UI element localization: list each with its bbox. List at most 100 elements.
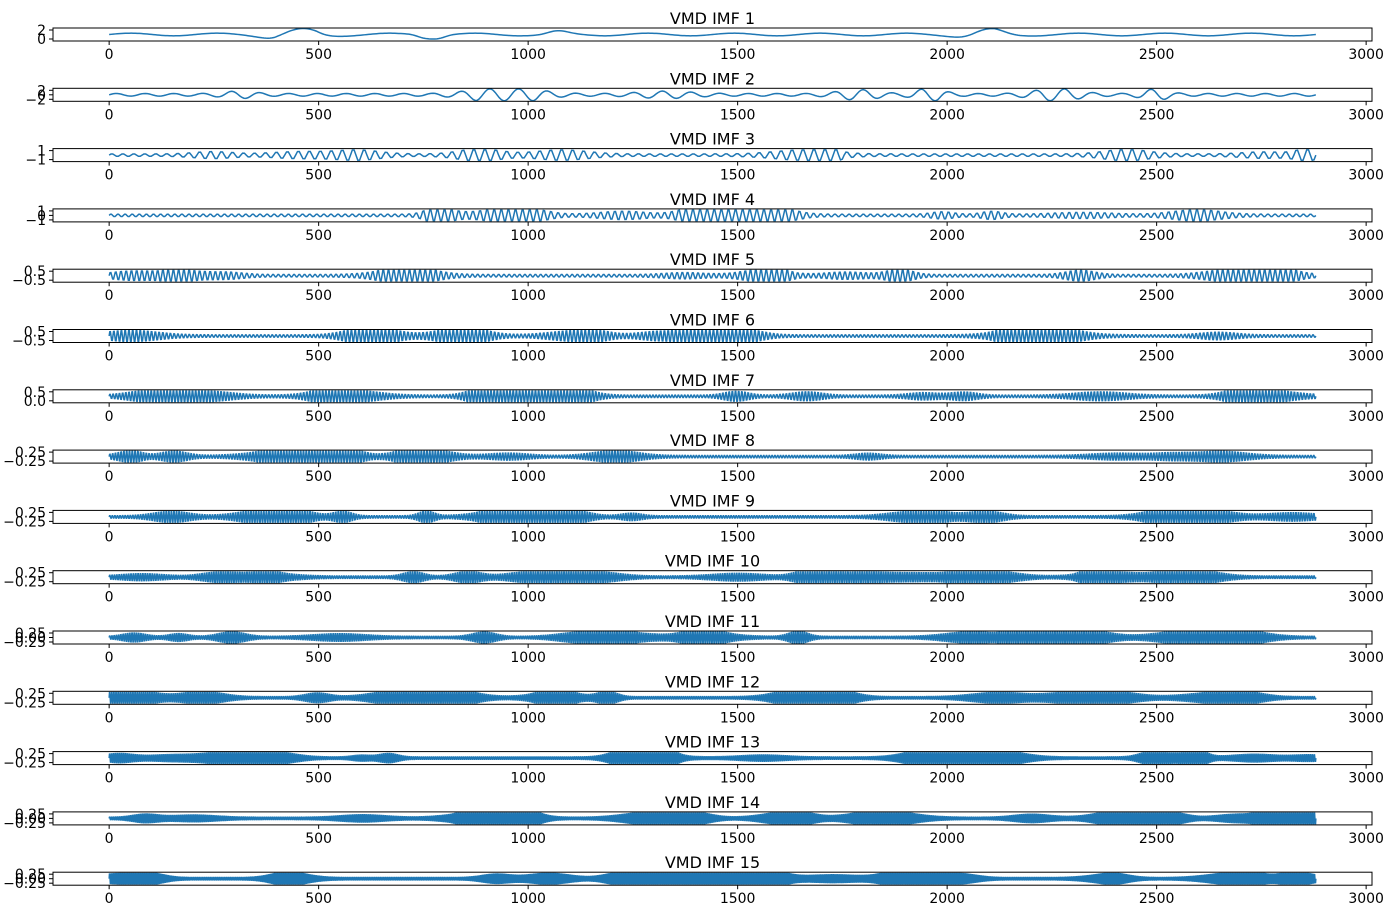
x-tick-label: 500	[305, 650, 332, 666]
x-tick-label: 1000	[510, 349, 546, 365]
imf-panel-14: VMD IMF 14 0 500 1000 1500 2000 2500 3000 0.250.…	[3, 793, 1384, 847]
x-tick-label: 2500	[1139, 469, 1175, 485]
axes-frame	[52, 570, 1373, 585]
y-tick-label: 0	[37, 88, 46, 104]
x-tick-label: 0	[105, 47, 114, 63]
y-tick-label: 0.25	[15, 445, 46, 461]
imf-signal-line	[108, 751, 1317, 765]
x-tick-label: 1000	[510, 590, 546, 606]
panel-title: VMD IMF 6	[670, 311, 755, 330]
imf-signal-line	[108, 510, 1317, 523]
y-tick-label: −0.25	[3, 816, 46, 832]
x-tick-label: 500	[305, 469, 332, 485]
x-tick-label: 1000	[510, 831, 546, 847]
axes-frame	[52, 449, 1373, 464]
panel-title: VMD IMF 1	[670, 9, 755, 28]
imf-panel-12: VMD IMF 12 0 500 1000 1500 2000 2500 3000 0.25−0…	[3, 672, 1384, 726]
y-tick-label: 0.25	[15, 867, 46, 883]
x-tick-label: 0	[105, 891, 114, 907]
imf-panel-5: VMD IMF 5 0 500 1000 1500 2000 2500 3000 0.5−0.5	[12, 250, 1384, 304]
imf-panel-3: VMD IMF 3 0 500 1000 1500 2000 2500 3000 1−1	[25, 130, 1384, 184]
x-tick-label: 2500	[1139, 168, 1175, 184]
x-tick-label: 2000	[929, 168, 965, 184]
x-tick-label: 2000	[929, 529, 965, 545]
x-tick-label: 0	[105, 288, 114, 304]
x-tick-label: 3000	[1348, 47, 1384, 63]
x-tick-label: 1000	[510, 710, 546, 726]
y-tick-label: 0.25	[15, 686, 46, 702]
axes-frame	[52, 389, 1373, 404]
y-tick-label: −0.25	[3, 635, 46, 651]
x-tick-label: 500	[305, 47, 332, 63]
x-tick-label: 1500	[720, 107, 756, 123]
x-tick-label: 1000	[510, 228, 546, 244]
panel-title: VMD IMF 13	[665, 733, 760, 752]
x-tick-label: 2500	[1139, 771, 1175, 787]
x-tick-label: 1500	[720, 891, 756, 907]
x-tick-label: 0	[105, 469, 114, 485]
imf-signal-line	[108, 812, 1317, 825]
x-tick-label: 1500	[720, 590, 756, 606]
x-tick-label: 3000	[1348, 168, 1384, 184]
x-tick-label: 1000	[510, 771, 546, 787]
x-tick-label: 3000	[1348, 650, 1384, 666]
x-tick-label: 0	[105, 590, 114, 606]
x-tick-label: 0	[105, 349, 114, 365]
y-tick-label: 0.00	[15, 872, 46, 888]
imf-panel-13: VMD IMF 13 0 500 1000 1500 2000 2500 3000 0.25−0…	[3, 733, 1384, 787]
x-tick-label: 500	[305, 409, 332, 425]
x-tick-label: 0	[105, 771, 114, 787]
x-tick-label: 2500	[1139, 107, 1175, 123]
y-tick-label: −0.25	[3, 514, 46, 530]
x-tick-label: 1500	[720, 710, 756, 726]
x-tick-label: 500	[305, 590, 332, 606]
imf-signal-line	[108, 209, 1317, 222]
x-tick-label: 0	[105, 710, 114, 726]
axes-frame	[52, 148, 1373, 163]
x-tick-label: 2500	[1139, 409, 1175, 425]
y-tick-label: −0.5	[12, 334, 46, 350]
x-tick-label: 0	[105, 228, 114, 244]
panel-title: VMD IMF 14	[665, 793, 760, 812]
x-tick-label: 1500	[720, 409, 756, 425]
panel-title: VMD IMF 2	[670, 69, 755, 88]
y-tick-label: 0.5	[24, 385, 46, 401]
x-tick-label: 500	[305, 228, 332, 244]
panel-title: VMD IMF 15	[665, 853, 760, 872]
x-tick-label: 3000	[1348, 529, 1384, 545]
x-tick-label: 500	[305, 891, 332, 907]
imf-signal-line	[108, 330, 1317, 343]
x-tick-label: 3000	[1348, 891, 1384, 907]
y-tick-label: −0.5	[12, 273, 46, 289]
y-tick-label: 0	[37, 32, 46, 48]
imf-signal-line	[109, 27, 1316, 40]
imf-signal-line	[108, 149, 1317, 162]
x-tick-label: 0	[105, 107, 114, 123]
x-tick-label: 2500	[1139, 47, 1175, 63]
x-tick-label: 3000	[1348, 288, 1384, 304]
y-tick-label: 0.5	[24, 325, 46, 341]
x-tick-label: 3000	[1348, 771, 1384, 787]
x-tick-label: 1500	[720, 831, 756, 847]
x-tick-label: 500	[305, 529, 332, 545]
x-tick-label: 1000	[510, 650, 546, 666]
y-tick-label: 2	[37, 23, 46, 39]
y-tick-label: 1	[37, 204, 46, 220]
x-tick-label: 2500	[1139, 228, 1175, 244]
axes-frame	[52, 27, 1373, 42]
x-tick-label: 500	[305, 771, 332, 787]
imf-signal-line	[108, 269, 1317, 282]
y-tick-label: 0.25	[15, 505, 46, 521]
x-tick-label: 2000	[929, 47, 965, 63]
panel-title: VMD IMF 3	[670, 130, 755, 149]
imf-panel-6: VMD IMF 6 0 500 1000 1500 2000 2500 3000 0.5−0.5	[12, 311, 1384, 365]
y-tick-label: 1	[37, 144, 46, 160]
x-tick-label: 2500	[1139, 288, 1175, 304]
x-tick-label: 0	[105, 650, 114, 666]
y-tick-label: 0.0	[24, 394, 46, 410]
x-tick-label: 0	[105, 529, 114, 545]
imf-signal-line	[108, 631, 1317, 644]
